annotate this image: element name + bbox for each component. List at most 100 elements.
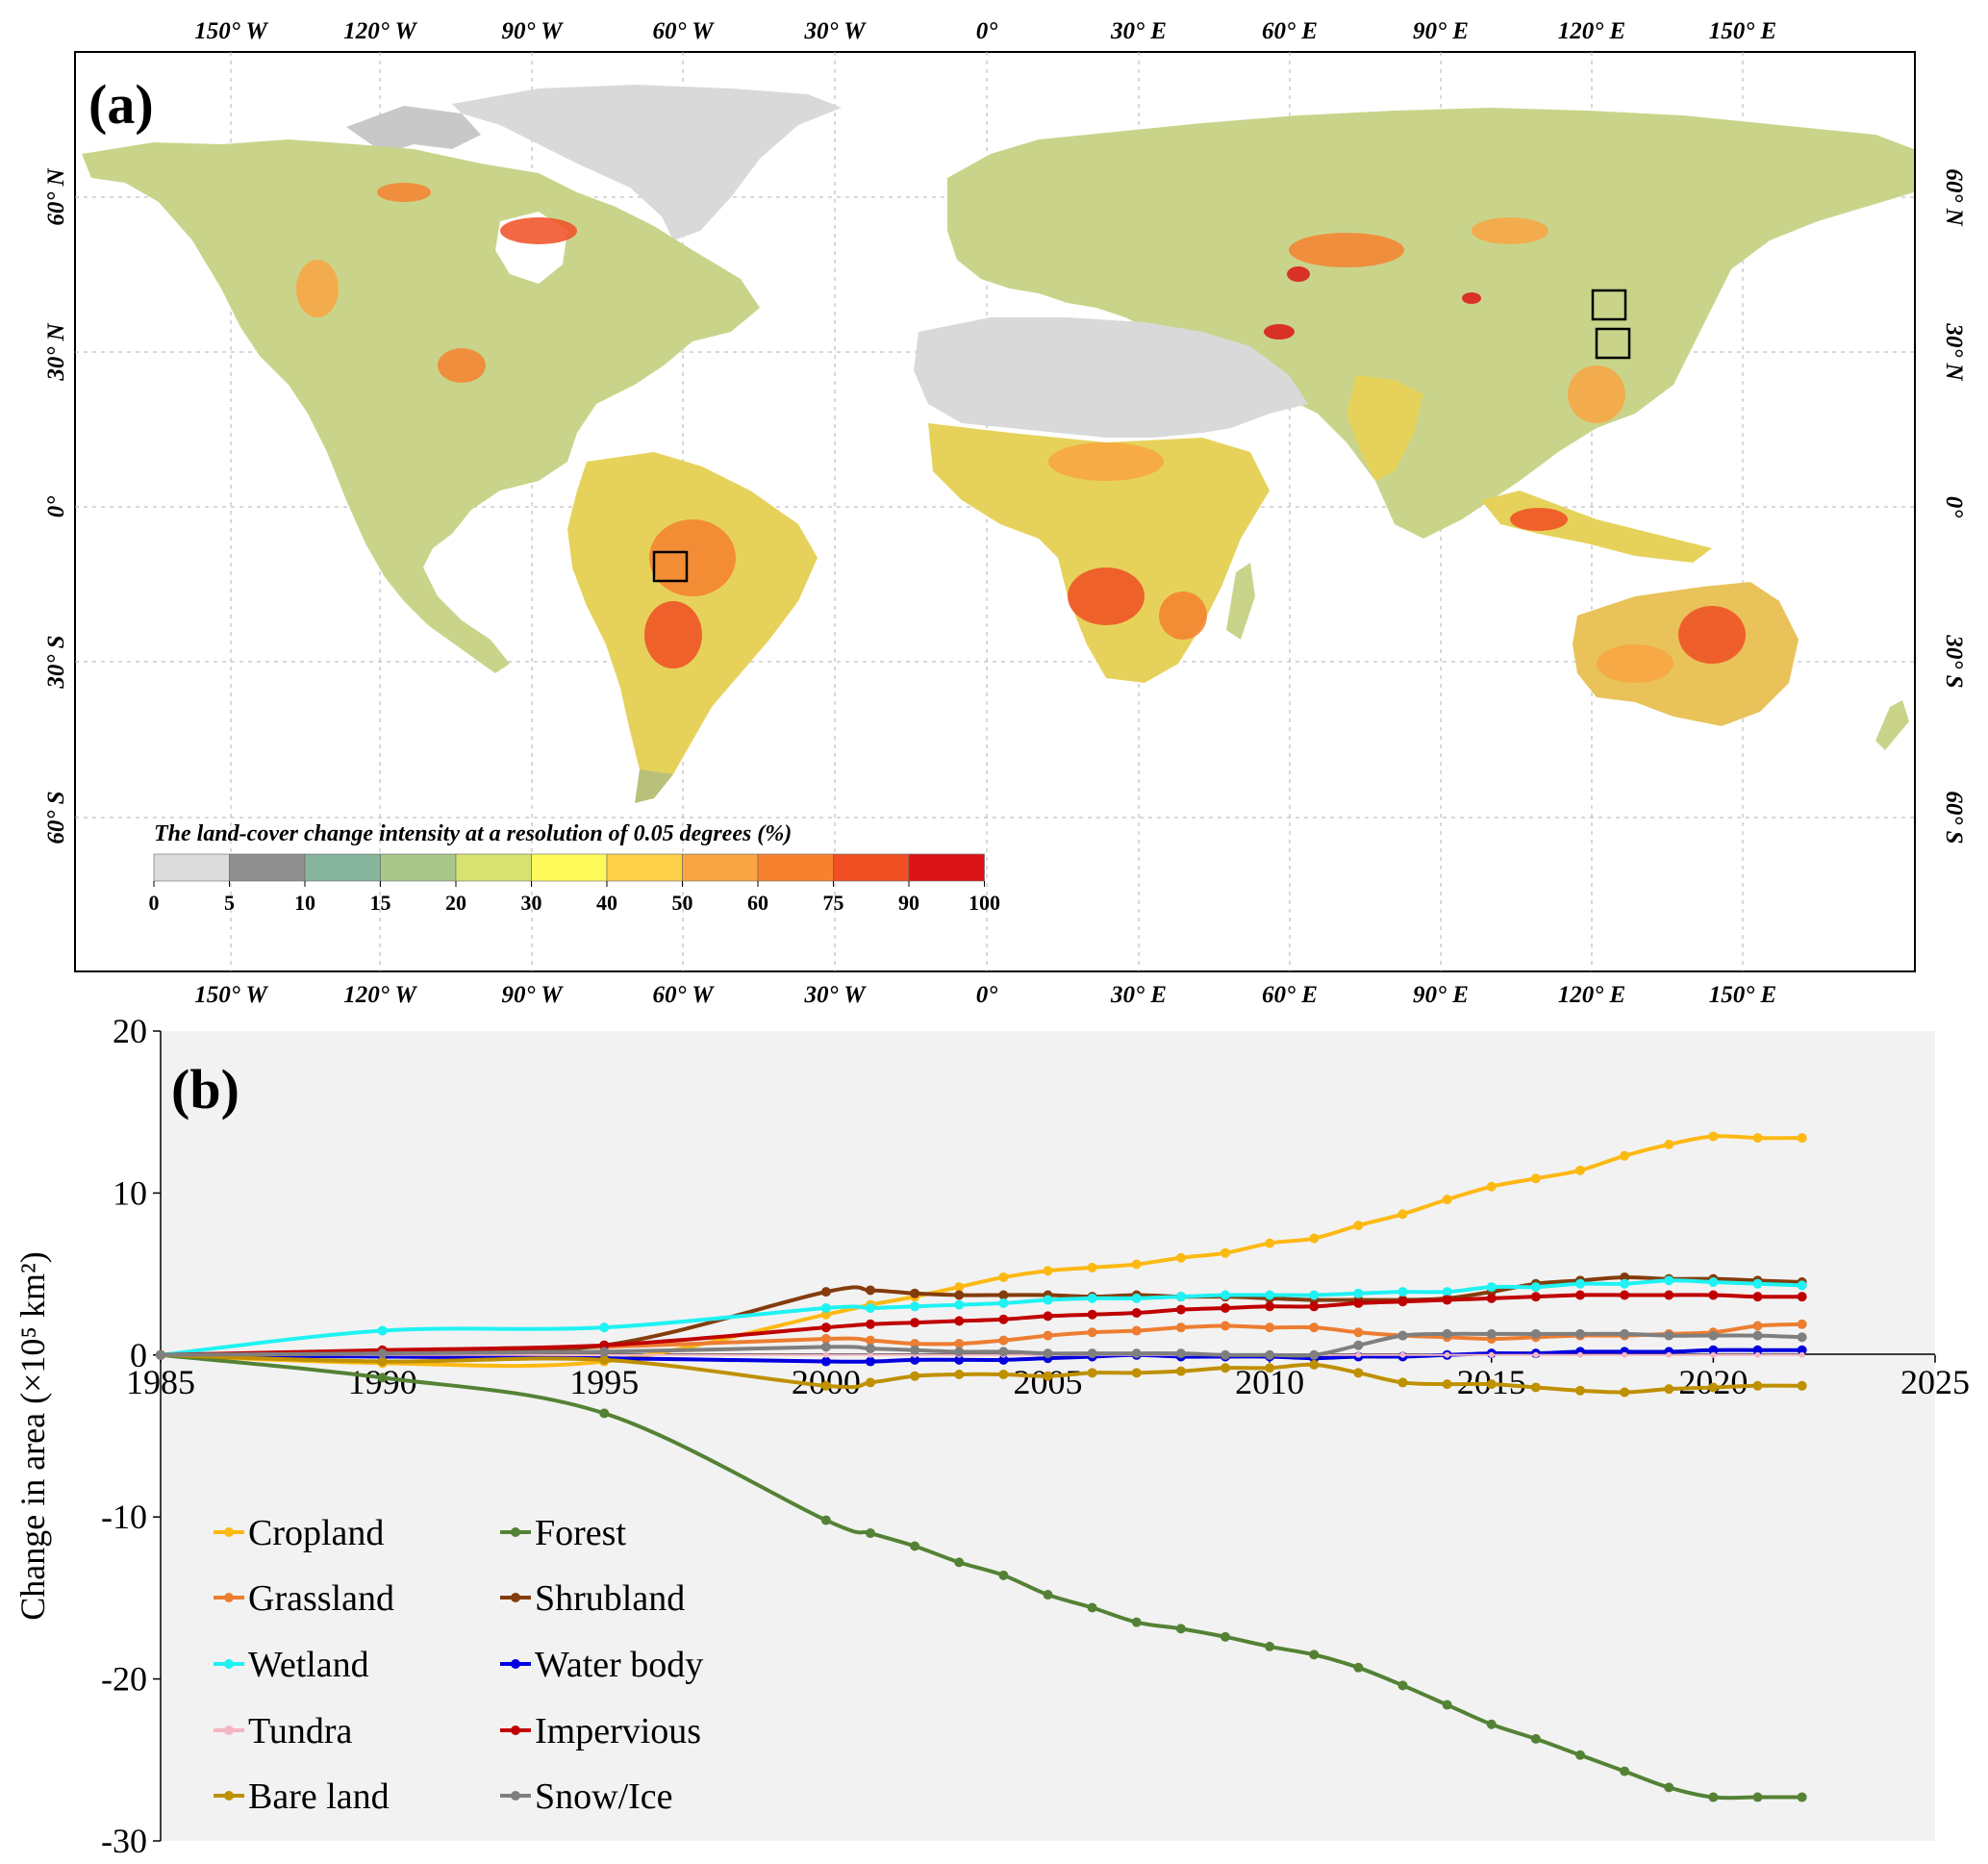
data-point-forest bbox=[377, 1373, 388, 1383]
intensity-swatch bbox=[833, 853, 910, 882]
data-point-snow-ice bbox=[1131, 1348, 1142, 1359]
series-line-wetland bbox=[160, 1278, 1802, 1357]
data-point-bare-land bbox=[1175, 1366, 1186, 1376]
data-point-shrubland bbox=[998, 1290, 1009, 1300]
data-point-snow-ice bbox=[1265, 1349, 1275, 1360]
data-point-snow-ice bbox=[1575, 1328, 1585, 1339]
data-point-snow-ice bbox=[1620, 1328, 1630, 1339]
legend-marker-impervious bbox=[511, 1725, 520, 1735]
data-point-wetland bbox=[1752, 1278, 1763, 1289]
legend-marker-bare-land bbox=[224, 1791, 234, 1801]
data-point-cropland bbox=[1708, 1131, 1719, 1142]
data-point-cropland bbox=[1043, 1266, 1053, 1276]
intensity-swatch bbox=[757, 853, 834, 882]
longitude-label: 90° W bbox=[501, 982, 564, 1008]
intensity-swatch bbox=[304, 853, 381, 882]
study-area-box bbox=[1591, 289, 1627, 321]
data-point-cropland bbox=[1265, 1238, 1275, 1248]
south-america-tip bbox=[635, 769, 673, 803]
longitude-labels-top: 150° W 120° W 90° W 60° W 30° W 0° 30° E 60° E 9… bbox=[194, 18, 1776, 44]
data-point-forest bbox=[1620, 1766, 1630, 1776]
data-point-forest bbox=[1175, 1624, 1186, 1634]
data-point-bare-land bbox=[1620, 1387, 1630, 1398]
longitude-label: 60° E bbox=[1262, 982, 1318, 1008]
data-point-cropland bbox=[954, 1282, 965, 1293]
data-point-snow-ice bbox=[1397, 1330, 1408, 1341]
data-point-wetland bbox=[1486, 1282, 1497, 1293]
data-point-wetland bbox=[1530, 1282, 1541, 1293]
intensity-tick-label: 20 bbox=[445, 891, 466, 915]
data-point-forest bbox=[1087, 1602, 1097, 1613]
series-lines bbox=[156, 1131, 1807, 1802]
data-point-impervious bbox=[1175, 1304, 1186, 1315]
data-point-grassland bbox=[1043, 1330, 1053, 1341]
data-point-impervious bbox=[866, 1319, 875, 1329]
data-point-bare-land bbox=[1442, 1379, 1452, 1390]
data-point-cropland bbox=[1752, 1133, 1763, 1144]
data-point-wetland bbox=[998, 1297, 1009, 1308]
longitude-label: 150° W bbox=[194, 18, 268, 44]
data-point-forest bbox=[1353, 1662, 1364, 1673]
series-impervious bbox=[156, 1290, 1807, 1360]
data-point-wetland bbox=[1708, 1277, 1719, 1288]
x-tick-label: 1985 bbox=[126, 1363, 195, 1401]
latitude-labels-left: 60° N 30° N 0° 30° S 60° S bbox=[43, 167, 69, 844]
data-point-bare-land bbox=[1664, 1384, 1674, 1395]
series-snow-ice bbox=[156, 1328, 1807, 1360]
data-point-water-body bbox=[954, 1354, 965, 1365]
map-panel: (a) 150° W 120° W 90° W 60° W 30° W 0° 30° E 60… bbox=[43, 18, 1967, 1008]
legend-marker-tundra bbox=[224, 1725, 234, 1735]
intensity-tick-label: 40 bbox=[596, 891, 617, 915]
longitude-label: 120° W bbox=[343, 982, 417, 1008]
data-point-water-body bbox=[866, 1356, 875, 1367]
y-tick-label: 20 bbox=[113, 1012, 147, 1050]
latitude-label: 30° N bbox=[43, 322, 69, 381]
data-point-snow-ice bbox=[1087, 1348, 1097, 1359]
data-point-snow-ice bbox=[1309, 1349, 1320, 1360]
data-point-wetland bbox=[377, 1325, 388, 1336]
land-masses bbox=[82, 85, 1914, 803]
intensity-tick-label: 15 bbox=[370, 891, 391, 915]
intensity-legend-swatches bbox=[153, 853, 985, 882]
data-point-bare-land bbox=[1220, 1363, 1230, 1373]
data-point-bare-land bbox=[1131, 1368, 1142, 1378]
legend-item-bare-land: Bare land bbox=[214, 1776, 390, 1817]
data-point-shrubland bbox=[954, 1290, 965, 1300]
data-point-grassland bbox=[866, 1335, 875, 1346]
data-point-impervious bbox=[1220, 1302, 1230, 1313]
data-point-snow-ice bbox=[866, 1344, 875, 1354]
data-point-tundra bbox=[1532, 1351, 1539, 1358]
data-point-forest bbox=[1220, 1631, 1230, 1642]
data-point-bare-land bbox=[599, 1354, 610, 1365]
legend-item-wetland: Wetland bbox=[214, 1645, 369, 1685]
legend-marker-snow-ice bbox=[511, 1791, 520, 1801]
data-point-wetland bbox=[1353, 1288, 1364, 1298]
data-point-bare-land bbox=[1043, 1371, 1053, 1381]
data-point-snow-ice bbox=[1043, 1348, 1053, 1359]
data-point-water-body bbox=[998, 1354, 1009, 1365]
data-point-wetland bbox=[1131, 1293, 1142, 1303]
longitude-label: 60° E bbox=[1262, 18, 1318, 44]
data-point-forest bbox=[1575, 1750, 1585, 1760]
data-point-wetland bbox=[1442, 1287, 1452, 1297]
data-point-wetland bbox=[1087, 1293, 1097, 1303]
north-america bbox=[82, 139, 760, 673]
data-point-water-body bbox=[910, 1354, 920, 1365]
latitude-label: 30° S bbox=[43, 635, 69, 689]
legend-label-water-body: Water body bbox=[535, 1645, 703, 1685]
data-point-wetland bbox=[1575, 1278, 1585, 1289]
data-point-bare-land bbox=[1353, 1368, 1364, 1378]
data-point-bare-land bbox=[910, 1371, 920, 1381]
legend-item-impervious: Impervious bbox=[500, 1711, 701, 1751]
latitude-label: 0° bbox=[43, 496, 69, 518]
x-tick-label: 2020 bbox=[1678, 1363, 1748, 1401]
data-point-forest bbox=[998, 1570, 1009, 1580]
data-point-tundra bbox=[868, 1351, 873, 1358]
data-point-shrubland bbox=[820, 1287, 831, 1297]
data-point-bare-land bbox=[377, 1356, 388, 1367]
data-point-snow-ice bbox=[910, 1345, 920, 1355]
madagascar bbox=[1226, 563, 1255, 640]
data-point-forest bbox=[1131, 1617, 1142, 1627]
y-tick-label: -10 bbox=[101, 1498, 147, 1536]
legend-marker-wetland bbox=[224, 1659, 234, 1669]
